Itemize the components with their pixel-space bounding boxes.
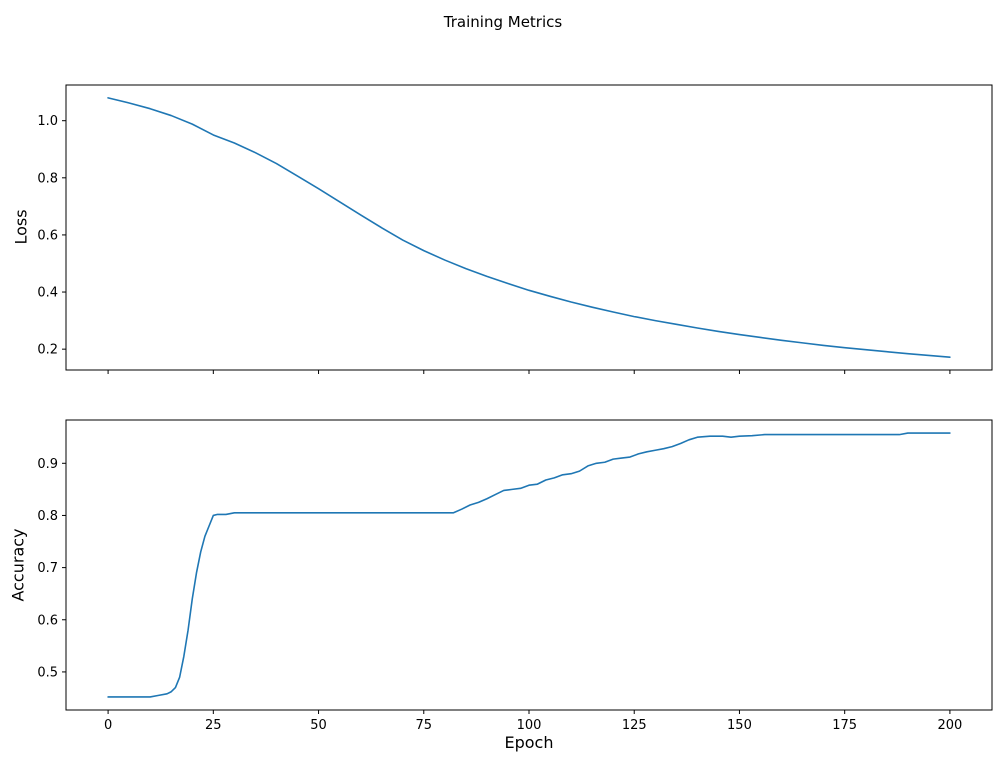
y-tick-label: 0.8: [37, 509, 58, 524]
y-tick-label: 1.0: [37, 114, 58, 129]
y-tick-label: 0.6: [37, 613, 58, 628]
loss-axes: 0.2 0.4 0.6 0.8 1.0: [37, 84, 993, 374]
x-tick-label: 0: [104, 718, 112, 733]
x-tick-label: 100: [517, 718, 542, 733]
loss-line: [107, 97, 951, 358]
x-tick-label: 175: [832, 718, 857, 733]
accuracy-y-axis-label: Accuracy: [8, 528, 28, 602]
y-tick-label: 0.6: [37, 228, 58, 243]
y-tick-label: 0.2: [37, 343, 58, 358]
y-tick-label: 0.4: [37, 286, 58, 301]
x-tick-label: 125: [622, 718, 647, 733]
y-tick-label: 0.8: [37, 171, 58, 186]
y-tick-label: 0.7: [37, 561, 58, 576]
x-tick-label: 50: [310, 718, 327, 733]
x-tick-label: 150: [727, 718, 752, 733]
loss-y-axis-label: Loss: [11, 209, 31, 245]
accuracy-line: [107, 432, 951, 698]
x-tick-label: 25: [205, 718, 222, 733]
accuracy-axes: 0 25 50 75 100 125 150 175 200 0.5 0.6 0.7 0.8 0.9: [37, 419, 993, 733]
x-tick-label: 200: [937, 718, 962, 733]
x-tick-label: 75: [415, 718, 432, 733]
y-tick-label: 0.5: [37, 665, 58, 680]
epoch-x-axis-label: Epoch: [504, 733, 554, 752]
plot-border: [65, 419, 993, 711]
figure-title: Training Metrics: [443, 13, 563, 31]
y-tick-label: 0.9: [37, 457, 58, 472]
